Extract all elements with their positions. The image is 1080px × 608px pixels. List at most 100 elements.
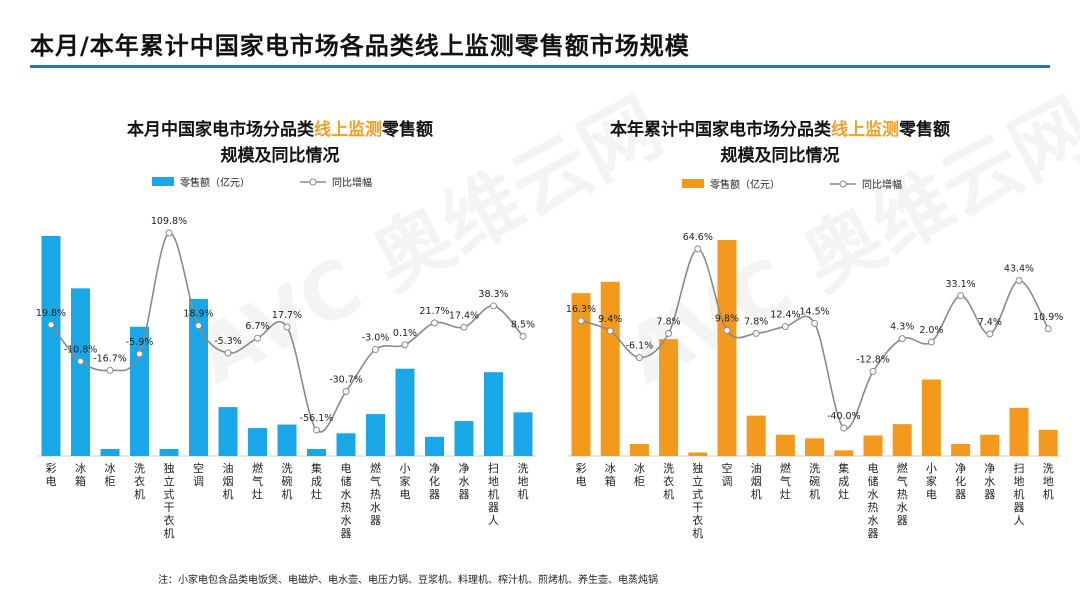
growth-label-monthly-11: -3.0% — [362, 333, 390, 344]
growth-point-ytd-5 — [723, 326, 731, 334]
category-label-ytd-5: 空调 — [722, 461, 733, 488]
bar-monthly-10 — [336, 433, 356, 456]
growth-point-ytd-1 — [606, 327, 614, 335]
category-label-monthly-7: 燃气灶 — [252, 461, 263, 501]
bar-monthly-4 — [159, 449, 179, 456]
growth-label-monthly-2: -16.7% — [93, 353, 127, 364]
bar-ytd-16 — [1038, 429, 1058, 456]
legend-line-marker — [839, 180, 847, 188]
growth-label-ytd-9: -40.0% — [827, 411, 861, 422]
chart-title-ytd-part1: 本年累计中国家电市场分品类 — [610, 120, 831, 140]
growth-label-monthly-10: -30.7% — [329, 375, 363, 386]
bar-monthly-6 — [218, 407, 238, 456]
growth-point-ytd-15 — [1015, 277, 1023, 285]
category-label-monthly-10: 电储水热水器 — [341, 462, 352, 540]
category-label-ytd-2: 冰柜 — [634, 462, 645, 488]
category-label-monthly-6: 油烟机 — [223, 461, 234, 501]
growth-point-monthly-8 — [283, 323, 291, 331]
bar-ytd-10 — [863, 435, 883, 456]
bar-monthly-16 — [513, 412, 533, 456]
bar-ytd-5 — [717, 240, 737, 456]
chart-title-monthly-part1: 本月中国家电市场分品类 — [127, 120, 314, 140]
growth-point-ytd-7 — [781, 323, 789, 331]
growth-label-ytd-16: 10.9% — [1033, 312, 1063, 323]
growth-label-monthly-14: 17.4% — [449, 310, 479, 321]
growth-label-monthly-4: 109.8% — [151, 216, 187, 227]
category-label-monthly-14: 净水器 — [459, 461, 470, 501]
category-label-ytd-7: 燃气灶 — [780, 461, 791, 501]
growth-point-monthly-0 — [47, 321, 55, 329]
growth-point-monthly-14 — [460, 323, 468, 331]
category-label-ytd-12: 小家电 — [926, 462, 937, 501]
bar-ytd-15 — [1009, 407, 1029, 456]
chart-monthly: 零售额（亿元） 同比增幅 19.8% -10.8%-16.7% -5.9% 109.8% 1… — [36, 176, 537, 540]
legend-bar-swatch — [682, 179, 704, 188]
growth-label-ytd-1: 9.4% — [598, 314, 622, 325]
growth-label-ytd-11: 4.3% — [890, 322, 914, 333]
growth-point-monthly-3 — [136, 350, 143, 358]
growth-label-ytd-12: 2.0% — [919, 325, 943, 336]
growth-point-monthly-12 — [401, 341, 409, 349]
growth-point-monthly-10 — [342, 388, 350, 396]
growth-label-ytd-0: 16.3% — [566, 304, 596, 315]
category-label-monthly-3: 洗衣机 — [134, 462, 145, 501]
title-rule — [30, 65, 1050, 68]
legend-monthly: 零售额（亿元） 同比增幅 — [152, 176, 372, 189]
category-label-monthly-0: 彩电 — [46, 462, 57, 488]
growth-point-monthly-6 — [224, 349, 232, 357]
category-label-ytd-1: 冰箱 — [605, 462, 616, 488]
category-label-ytd-4: 独立式干衣机 — [692, 462, 703, 540]
growth-label-ytd-15: 43.4% — [1004, 264, 1034, 275]
category-label-monthly-1: 冰箱 — [75, 462, 86, 488]
growth-label-monthly-15: 38.3% — [478, 289, 508, 300]
growth-point-ytd-2 — [635, 354, 643, 362]
growth-label-monthly-1: -10.8% — [64, 344, 98, 355]
bar-ytd-6 — [746, 415, 766, 456]
growth-label-monthly-3: -5.9% — [126, 337, 154, 348]
bar-ytd-3 — [659, 339, 679, 456]
bar-ytd-9 — [834, 450, 854, 456]
growth-point-ytd-8 — [811, 319, 819, 327]
bar-ytd-4 — [688, 452, 708, 456]
bar-ytd-11 — [892, 424, 912, 456]
growth-label-ytd-4: 64.6% — [683, 232, 713, 243]
category-label-ytd-10: 电储水热水器 — [868, 462, 879, 540]
category-label-monthly-16: 洗地机 — [518, 462, 529, 501]
category-label-ytd-6: 油烟机 — [751, 461, 762, 501]
category-label-monthly-13: 净化器 — [429, 461, 440, 501]
category-label-monthly-5: 空调 — [193, 461, 204, 488]
growth-label-monthly-0: 19.8% — [36, 308, 66, 319]
growth-point-ytd-13 — [957, 292, 965, 300]
growth-point-monthly-1 — [77, 357, 84, 365]
legend-line-label: 同比增幅 — [862, 178, 902, 191]
footnote: 注：小家电包含品类电饭煲、电磁炉、电水壶、电压力锅、豆浆机、料理机、榨汁机、煎烤… — [158, 575, 658, 586]
growth-point-monthly-4 — [165, 229, 173, 237]
bar-monthly-1 — [71, 288, 90, 456]
growth-point-ytd-3 — [665, 329, 673, 337]
growth-point-monthly-15 — [490, 302, 497, 310]
growth-point-ytd-10 — [869, 368, 877, 376]
growth-label-ytd-6: 7.8% — [744, 316, 768, 327]
growth-point-monthly-5 — [195, 322, 202, 330]
growth-label-ytd-5: 9.8% — [715, 313, 739, 324]
category-label-ytd-14: 净水器 — [984, 461, 995, 501]
growth-point-ytd-11 — [898, 335, 906, 343]
bar-monthly-7 — [248, 428, 267, 456]
category-label-ytd-11: 燃气热水器 — [897, 461, 908, 527]
category-label-ytd-8: 洗碗机 — [809, 462, 820, 501]
growth-point-monthly-16 — [519, 332, 527, 340]
category-label-ytd-15: 扫地机器人 — [1014, 462, 1025, 527]
growth-point-monthly-13 — [431, 319, 438, 327]
category-label-monthly-15: 扫地机器人 — [488, 462, 499, 527]
category-label-monthly-9: 集成灶 — [311, 461, 322, 501]
bar-ytd-14 — [980, 434, 1000, 456]
category-label-ytd-13: 净化器 — [955, 461, 966, 501]
growth-point-ytd-0 — [577, 317, 585, 325]
growth-point-monthly-7 — [254, 334, 261, 342]
growth-point-ytd-6 — [752, 329, 760, 337]
bar-monthly-9 — [307, 449, 326, 456]
bar-monthly-12 — [395, 368, 415, 456]
growth-label-monthly-16: 8.5% — [511, 319, 535, 330]
growth-point-ytd-16 — [1044, 325, 1052, 333]
